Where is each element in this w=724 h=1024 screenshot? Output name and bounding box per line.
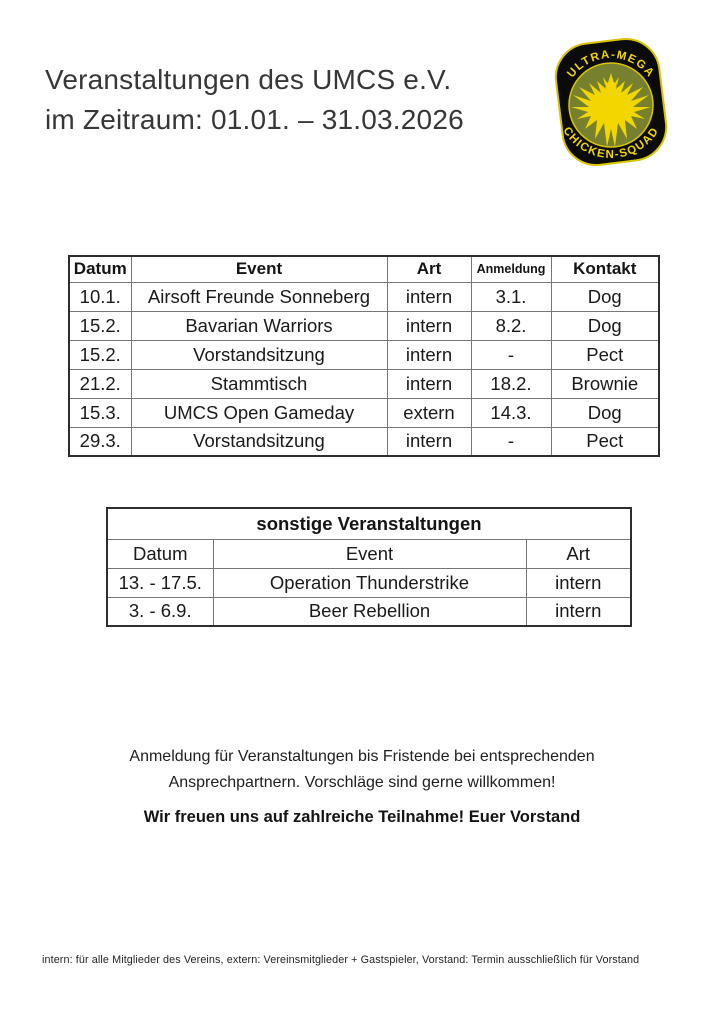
table-row: 3. - 6.9. Beer Rebellion intern bbox=[106, 596, 632, 627]
cell-art: intern bbox=[386, 310, 472, 341]
cell-anmeldung: 14.3. bbox=[470, 397, 552, 428]
cell-art: intern bbox=[525, 567, 632, 598]
cell-kontakt: Dog bbox=[550, 397, 660, 428]
table-row: 13. - 17.5. Operation Thunderstrike inte… bbox=[106, 567, 632, 598]
other-events-table: sonstige Veranstaltungen Datum Event Art… bbox=[106, 507, 632, 627]
cell-event: Vorstandsitzung bbox=[130, 426, 388, 457]
other-events-title: sonstige Veranstaltungen bbox=[106, 507, 632, 540]
cell-datum: 15.3. bbox=[68, 397, 132, 428]
cell-datum: 29.3. bbox=[68, 426, 132, 457]
table-row: 15.2. Vorstandsitzung intern - Pect bbox=[68, 339, 660, 370]
cell-kontakt: Dog bbox=[550, 310, 660, 341]
table-row: 21.2. Stammtisch intern 18.2. Brownie bbox=[68, 368, 660, 399]
table-row: 15.2. Bavarian Warriors intern 8.2. Dog bbox=[68, 310, 660, 341]
cell-kontakt: Dog bbox=[550, 281, 660, 312]
cell-art: intern bbox=[386, 339, 472, 370]
club-logo: ULTRA-MEGA CHICKEN-SQUAD bbox=[554, 38, 668, 166]
cell-art: extern bbox=[386, 397, 472, 428]
col-header-art: Art bbox=[386, 255, 472, 283]
page-title-line2: im Zeitraum: 01.01. – 31.03.2026 bbox=[45, 104, 464, 135]
cell-kontakt: Pect bbox=[550, 339, 660, 370]
cell-event: Operation Thunderstrike bbox=[212, 567, 527, 598]
cell-anmeldung: - bbox=[470, 339, 552, 370]
table-row: 10.1. Airsoft Freunde Sonneberg intern 3… bbox=[68, 281, 660, 312]
cell-art: intern bbox=[386, 368, 472, 399]
page-title: Veranstaltungen des UMCS e.V. im Zeitrau… bbox=[45, 60, 464, 140]
registration-note: Anmeldung für Veranstaltungen bis Friste… bbox=[0, 744, 724, 796]
col-header-event: Event bbox=[130, 255, 388, 283]
cell-datum: 21.2. bbox=[68, 368, 132, 399]
col-header-datum: Datum bbox=[68, 255, 132, 283]
cell-art: intern bbox=[386, 426, 472, 457]
cell-art: intern bbox=[386, 281, 472, 312]
cell-anmeldung: 3.1. bbox=[470, 281, 552, 312]
table-row: 29.3. Vorstandsitzung intern - Pect bbox=[68, 426, 660, 457]
cell-anmeldung: 8.2. bbox=[470, 310, 552, 341]
cell-datum: 10.1. bbox=[68, 281, 132, 312]
registration-note-line1: Anmeldung für Veranstaltungen bis Friste… bbox=[129, 748, 595, 765]
cell-event: Stammtisch bbox=[130, 368, 388, 399]
cell-datum: 15.2. bbox=[68, 310, 132, 341]
col-header-event: Event bbox=[212, 538, 527, 569]
events-table: Datum Event Art Anmeldung Kontakt 10.1. … bbox=[68, 255, 660, 457]
cell-anmeldung: - bbox=[470, 426, 552, 457]
page-title-line1: Veranstaltungen des UMCS e.V. bbox=[45, 64, 452, 95]
cell-event: Beer Rebellion bbox=[212, 596, 527, 627]
col-header-datum: Datum bbox=[106, 538, 214, 569]
cell-event: Bavarian Warriors bbox=[130, 310, 388, 341]
chicken-icon bbox=[571, 73, 651, 147]
cell-kontakt: Brownie bbox=[550, 368, 660, 399]
cell-anmeldung: 18.2. bbox=[470, 368, 552, 399]
cell-datum: 3. - 6.9. bbox=[106, 596, 214, 627]
col-header-art: Art bbox=[525, 538, 632, 569]
cell-art: intern bbox=[525, 596, 632, 627]
closing-note: Wir freuen uns auf zahlreiche Teilnahme!… bbox=[143, 808, 581, 826]
cell-datum: 15.2. bbox=[68, 339, 132, 370]
col-header-anmeldung: Anmeldung bbox=[470, 255, 552, 283]
cell-event: Airsoft Freunde Sonneberg bbox=[130, 281, 388, 312]
legend-footer: intern: für alle Mitglieder des Vereins,… bbox=[42, 954, 640, 966]
cell-kontakt: Pect bbox=[550, 426, 660, 457]
cell-event: UMCS Open Gameday bbox=[130, 397, 388, 428]
events-table-header-row: Datum Event Art Anmeldung Kontakt bbox=[68, 255, 660, 283]
cell-event: Vorstandsitzung bbox=[130, 339, 388, 370]
other-events-header-row: Datum Event Art bbox=[106, 538, 632, 569]
other-events-title-row: sonstige Veranstaltungen bbox=[106, 507, 632, 540]
cell-datum: 13. - 17.5. bbox=[106, 567, 214, 598]
col-header-kontakt: Kontakt bbox=[550, 255, 660, 283]
registration-note-line2: Ansprechpartnern. Vorschläge sind gerne … bbox=[168, 774, 556, 791]
table-row: 15.3. UMCS Open Gameday extern 14.3. Dog bbox=[68, 397, 660, 428]
